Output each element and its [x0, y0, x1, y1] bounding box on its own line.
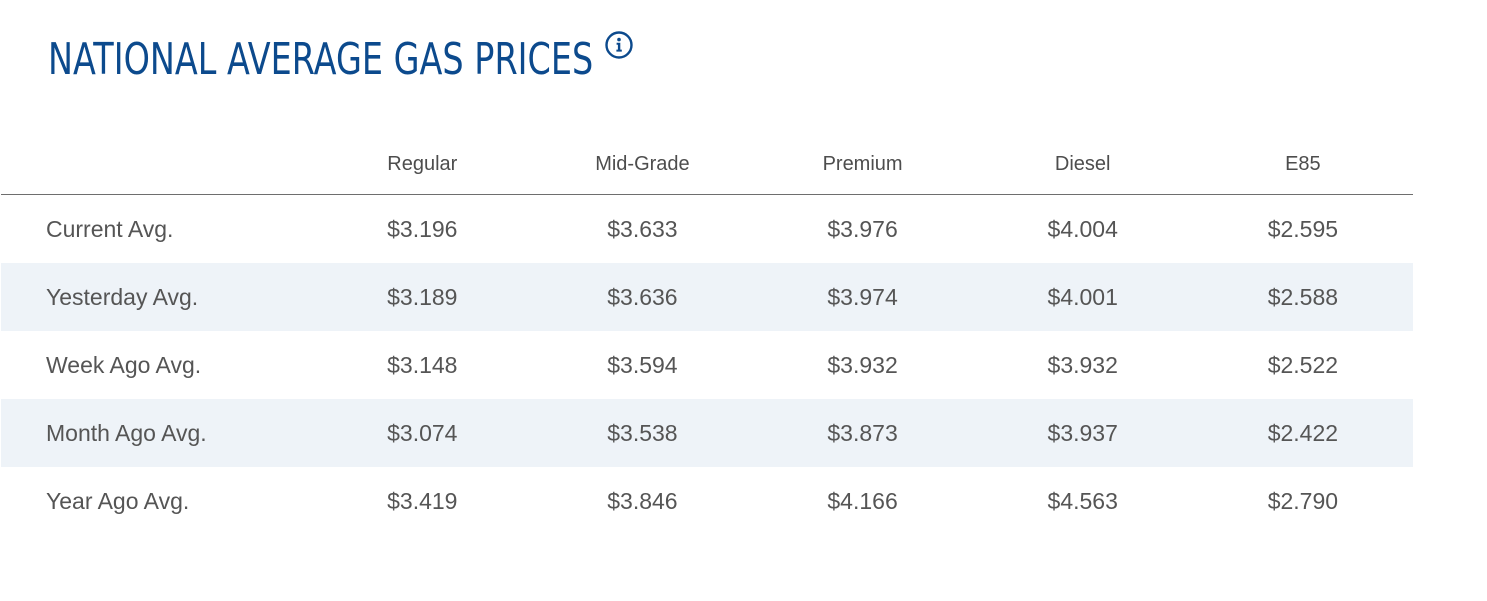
price-cell: $3.074 [312, 399, 533, 467]
table-row: Month Ago Avg. $3.074 $3.538 $3.873 $3.9… [1, 399, 1413, 467]
price-cell: $3.873 [752, 399, 973, 467]
column-header-diesel: Diesel [972, 135, 1193, 195]
title-area: NATIONAL AVERAGE GAS PRICES [48, 30, 765, 90]
price-cell: $3.633 [607, 215, 678, 242]
column-header-mid-grade: Mid-Grade [532, 135, 753, 195]
column-header [1, 135, 313, 195]
price-cell: $3.976 [827, 215, 898, 242]
price-cell: $3.419 [387, 487, 458, 514]
table-header-row: Regular Mid-Grade Premium Diesel E85 [1, 135, 1413, 195]
price-cell: $4.001 [972, 263, 1193, 331]
price-cell: $3.189 [312, 263, 533, 331]
row-label: Year Ago Avg. [46, 487, 190, 514]
price-cell: $3.937 [972, 399, 1193, 467]
column-header-premium: Premium [752, 135, 973, 195]
table-row: Yesterday Avg. $3.189 $3.636 $3.974 $4.0… [1, 263, 1413, 331]
table-row: Week Ago Avg. $3.148 $3.594 $3.932 $3.93… [1, 331, 1413, 399]
row-label: Current Avg. [46, 215, 174, 242]
price-cell: $2.422 [1192, 399, 1413, 467]
row-label: Month Ago Avg. [1, 399, 313, 467]
table-row: Current Avg. $3.196 $3.633 $3.976 $4.004… [1, 195, 1413, 264]
column-header-e85: E85 [1192, 135, 1413, 195]
info-icon[interactable] [605, 31, 633, 59]
table-row: Year Ago Avg. $3.419 $3.846 $4.166 $4.56… [1, 467, 1413, 535]
price-cell: $4.563 [1047, 487, 1118, 514]
price-cell: $2.522 [1267, 351, 1339, 378]
row-label: Week Ago Avg. [46, 351, 202, 378]
price-cell: $3.932 [1047, 351, 1118, 378]
price-cell: $3.846 [607, 487, 678, 514]
page-title: NATIONAL AVERAGE GAS PRICES [48, 34, 594, 85]
price-cell: $2.595 [1267, 215, 1339, 242]
price-cell: $3.636 [532, 263, 753, 331]
price-cell: $3.148 [387, 351, 458, 378]
row-label: Yesterday Avg. [1, 263, 313, 331]
price-cell: $3.594 [607, 351, 678, 378]
price-cell: $3.932 [827, 351, 898, 378]
price-cell: $2.790 [1267, 487, 1339, 514]
gas-price-table: Regular Mid-Grade Premium Diesel E85 Cur… [1, 135, 1413, 535]
price-cell: $4.004 [1047, 215, 1118, 242]
price-cell: $3.196 [387, 215, 458, 242]
price-cell: $4.166 [827, 487, 898, 514]
price-cell: $3.538 [532, 399, 753, 467]
column-header-regular: Regular [312, 135, 533, 195]
price-cell: $3.974 [752, 263, 973, 331]
price-cell: $2.588 [1192, 263, 1413, 331]
